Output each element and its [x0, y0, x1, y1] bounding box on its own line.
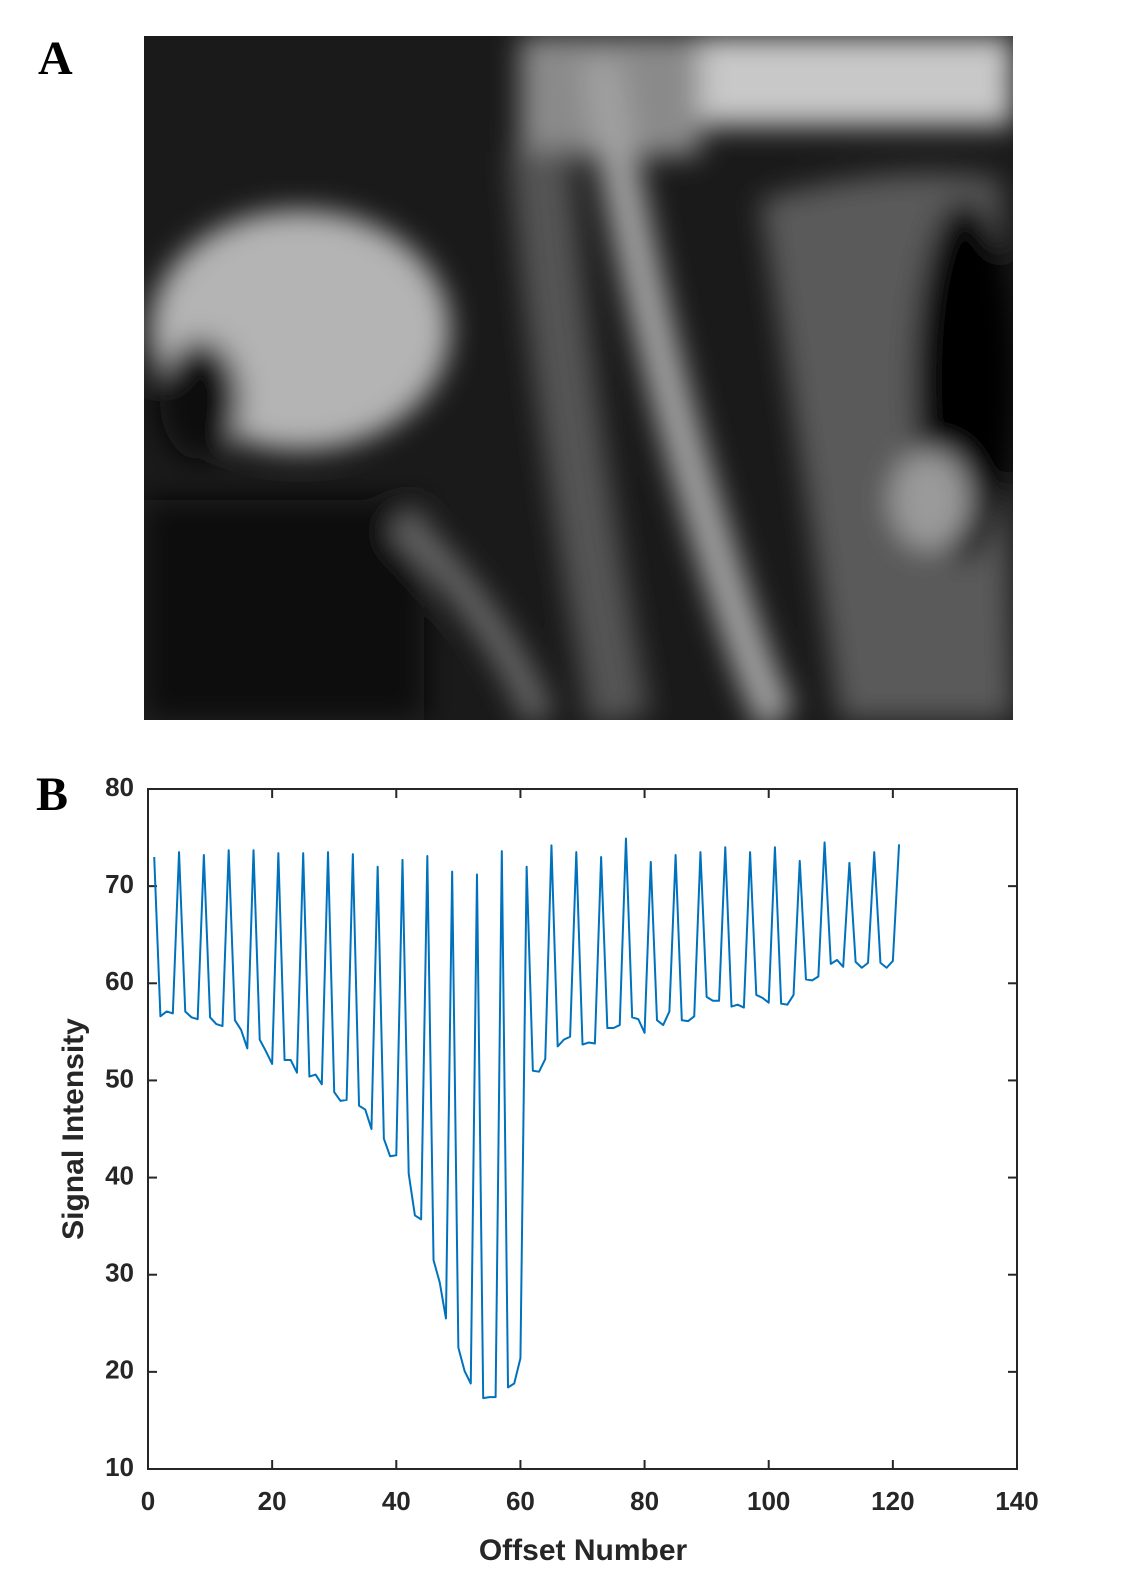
x-tick-label: 120: [871, 1486, 914, 1516]
chart: B Offset Number Signal Intensity 0 20 40 60…: [36, 768, 1039, 1567]
plot-frame: [147, 788, 1018, 1470]
x-tick-label: 140: [995, 1486, 1038, 1516]
x-tick-label: 0: [141, 1486, 155, 1516]
x-tick-label: 80: [630, 1486, 659, 1516]
x-tick-label: 40: [382, 1486, 411, 1516]
panel-label: A: [38, 32, 73, 85]
x-tick-label: 20: [258, 1486, 287, 1516]
x-tick-label: 100: [747, 1486, 790, 1516]
y-tick-label: 60: [105, 966, 134, 996]
y-tick-label: 70: [105, 869, 134, 899]
y-tick-label: 20: [105, 1355, 134, 1385]
y-tick-label: 30: [105, 1258, 134, 1288]
mri-image: [144, 36, 1013, 720]
y-axis-label: Signal Intensity: [57, 1018, 90, 1240]
x-tick-label: 60: [506, 1486, 535, 1516]
y-tick-label: 50: [105, 1063, 134, 1093]
data-line: [153, 837, 901, 1400]
y-tick-label: 40: [105, 1160, 134, 1190]
y-tick-label: 80: [105, 772, 134, 802]
panel-label: B: [36, 768, 68, 821]
y-tick-label: 10: [105, 1452, 134, 1482]
x-axis-label: Offset Number: [479, 1534, 688, 1567]
